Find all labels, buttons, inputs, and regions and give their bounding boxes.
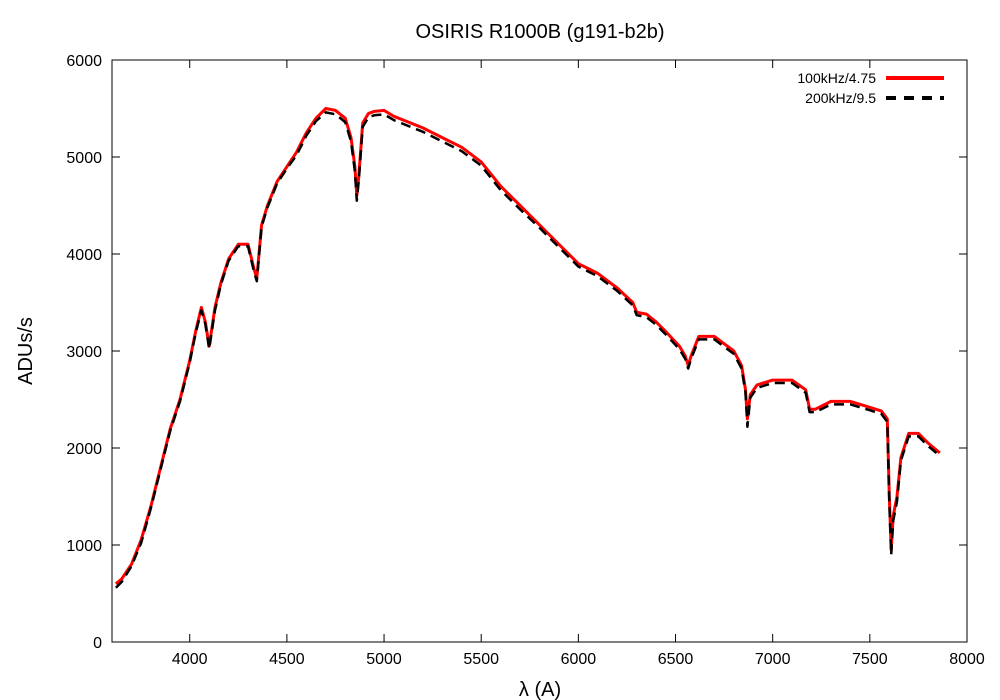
x-tick-label: 6500 [658, 651, 694, 668]
legend: 100kHz/4.75 200kHz/9.5 [797, 70, 944, 106]
x-tick-label: 5000 [366, 651, 402, 668]
x-axis-title: λ (A) [519, 679, 561, 700]
x-tick-label: 4000 [172, 651, 208, 668]
legend-label-1: 100kHz/4.75 [797, 70, 876, 86]
y-tick-label: 1000 [66, 538, 102, 555]
y-tick-label: 4000 [66, 247, 102, 264]
x-tick-label: 6000 [561, 651, 597, 668]
x-tick-label: 5500 [463, 651, 499, 668]
chart-title: OSIRIS R1000B (g191-b2b) [415, 21, 664, 43]
y-axis-title: ADUs/s [15, 317, 37, 385]
plot-area [111, 59, 968, 643]
y-tick-label: 2000 [66, 441, 102, 458]
legend-label-2: 200kHz/9.5 [805, 90, 876, 106]
series-line-1 [114, 107, 941, 585]
y-tick-label: 0 [93, 635, 102, 652]
series-line-2 [115, 111, 941, 589]
x-tick-label: 4500 [269, 651, 305, 668]
y-tick-label: 3000 [66, 344, 102, 361]
plot-frame [111, 59, 968, 643]
y-tick-label: 6000 [66, 53, 102, 70]
x-tick-label: 8000 [949, 651, 985, 668]
axis-ticks: 4000 4500 5000 5500 6000 6500 7000 7500 8000 0 100… [66, 53, 984, 668]
y-tick-label: 5000 [66, 150, 102, 167]
x-tick-label: 7500 [852, 651, 888, 668]
x-tick-label: 7000 [755, 651, 791, 668]
